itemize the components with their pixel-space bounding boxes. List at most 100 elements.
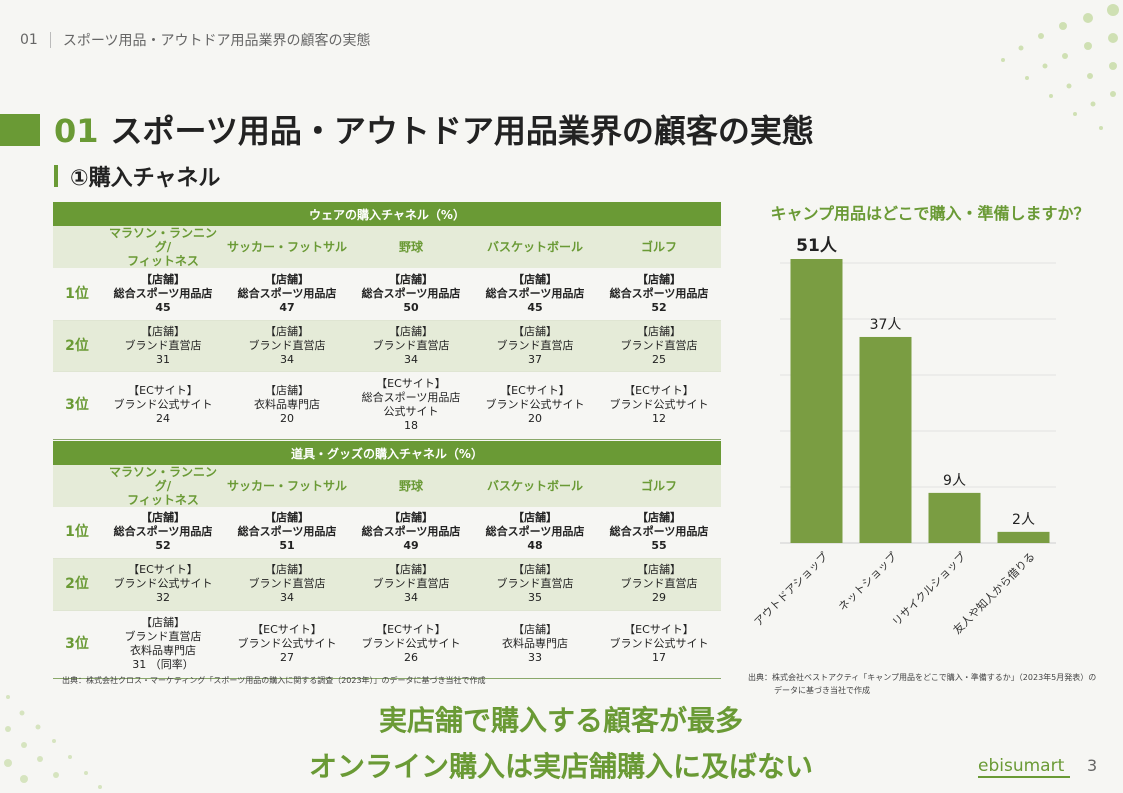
conclusion: 実店舗で購入する顧客が最多 オンライン購入は実店舗購入に及ばない	[200, 698, 922, 790]
channel-cell-line: 34	[280, 352, 294, 366]
column-header: サッカー・フットサル	[225, 465, 349, 507]
column-header-line: サッカー・フットサル	[226, 479, 347, 493]
channel-cell-line: 31 （同率）	[132, 658, 194, 671]
channel-cell: 【ECサイト】 総合スポーツ用品店 公式サイト 18	[349, 371, 473, 440]
channel-cell: 【ECサイト】 ブランド公式サイト 24	[101, 371, 225, 440]
channel-cell-line: 【店舗】	[513, 324, 557, 338]
channel-cell: 【店舗】 ブランド直営店 35	[473, 558, 597, 611]
column-header: バスケットボール	[473, 226, 597, 268]
section-number: 01	[20, 32, 38, 48]
channel-cell-line: 【ECサイト】	[128, 384, 198, 397]
channel-cell-line: ブランド直営店	[248, 577, 326, 590]
channel-cell-line: 【店舗】	[389, 272, 433, 286]
channel-cell-line: 34	[404, 352, 418, 366]
channel-cell-line: ブランド直営店	[124, 338, 202, 352]
channel-cell-line: 衣料品専門店	[254, 398, 320, 411]
conclusion-line: 実店舗で購入する顧客が最多	[378, 704, 743, 737]
channel-cell: 【店舗】 ブランド直営店 25	[597, 320, 721, 372]
channel-cell-line: 総合スポーツ用品店	[361, 525, 461, 539]
column-header-line: フィットネス	[127, 493, 199, 507]
channel-cell-line: 51	[279, 539, 295, 553]
channel-cell-line: 【ECサイト】	[376, 623, 446, 636]
channel-cell: 【店舗】 総合スポーツ用品店 45	[101, 268, 225, 321]
top-breadcrumb: 01 スポーツ用品・アウトドア用品業界の顧客の実態	[20, 30, 371, 50]
table-row: 3位 【ECサイト】 ブランド公式サイト 24 【店舗】 衣料品専門店 20 【ECサイト】総…	[53, 371, 721, 440]
section-subtitle: ①購入チャネル	[54, 160, 220, 192]
column-header: マラソン・ランニング/フィットネス	[101, 465, 225, 507]
rank-label: 2位	[53, 558, 101, 611]
channel-cell: 【店舗】 ブランド直営店 37	[473, 320, 597, 372]
channel-cell: 【店舗】 ブランド直営店 34	[225, 558, 349, 611]
column-header-line: フィットネス	[127, 254, 199, 268]
channel-cell-line: 47	[279, 300, 295, 314]
channel-cell: 【ECサイト】 ブランド公式サイト 26	[349, 610, 473, 679]
channel-cell-line: 17	[652, 651, 666, 664]
channel-cell: 【店舗】 総合スポーツ用品店 51	[225, 507, 349, 559]
channel-cell-line: 20	[528, 412, 542, 425]
channel-cell: 【店舗】 ブランド直営店 34	[349, 558, 473, 611]
bar	[928, 492, 981, 543]
page-title: 01 スポーツ用品・アウトドア用品業界の顧客の実態	[54, 106, 814, 152]
channel-cell-line: ブランド公式サイト	[361, 637, 461, 650]
column-header-line: ゴルフ	[640, 240, 677, 254]
channel-cell-line: 【ECサイト】	[252, 623, 322, 636]
rank-label: 2位	[53, 320, 101, 372]
channel-cell-line: 【店舗】	[637, 272, 681, 286]
channel-cell: 【店舗】 ブランド直営店 31	[101, 320, 225, 372]
table-row: 1位 【店舗】 総合スポーツ用品店 45 【店舗】 総合スポーツ用品店 47 【店舗】 総合スポ…	[53, 268, 721, 321]
channel-cell-line: 【店舗】	[141, 616, 185, 629]
channel-cell: 【ECサイト】 ブランド公式サイト 20	[473, 371, 597, 440]
channel-cell-line: 【店舗】	[265, 324, 309, 338]
channel-cell-line: ブランド直営店	[372, 577, 450, 590]
channel-cell-line: 【店舗】	[265, 272, 309, 286]
chart-title: キャンプ用品はどこで購入・準備しますか？	[770, 204, 1090, 223]
channel-cell-line: 【店舗】	[389, 511, 433, 525]
channel-cell-line: 【店舗】	[637, 324, 681, 338]
table-row: 3位 【店舗】 ブランド直営店 衣料品専門店 31 （同率） 【ECサイト】 ブランド公式サ…	[53, 610, 721, 679]
column-header-line: バスケットボール	[486, 240, 583, 254]
column-header: マラソン・ランニング/フィットネス	[101, 226, 225, 268]
rank-label: 1位	[53, 268, 101, 321]
column-header: 野球	[349, 226, 473, 268]
section-title: スポーツ用品・アウトドア用品業界の顧客の実態	[62, 33, 371, 49]
channel-cell-line: 衣料品専門店	[130, 644, 196, 657]
channel-cell-line: 【店舗】	[265, 563, 309, 576]
logo-underline	[978, 776, 1070, 778]
channel-cell-line: 20	[280, 412, 294, 425]
channel-cell-line: 26	[404, 651, 418, 664]
column-header: ゴルフ	[597, 465, 721, 507]
channel-cell-line: 12	[652, 412, 666, 425]
column-header-line: バスケットボール	[486, 479, 583, 493]
column-header-line: ゴルフ	[640, 479, 677, 493]
channel-cell-line: 【店舗】	[141, 511, 185, 525]
channel-cell-line: 52	[155, 539, 171, 553]
subtitle-accent-bar	[54, 165, 58, 187]
table-title: 道具・グッズの購入チャネル（%）	[53, 441, 721, 465]
channel-cell-line: 衣料品専門店	[502, 637, 568, 650]
channel-cell-line: ブランド公式サイト	[609, 398, 709, 411]
data-label: 51人	[796, 236, 838, 256]
channel-cell-line: ブランド直営店	[124, 630, 202, 643]
wear-channel-table: ウェアの購入チャネル（%） マラソン・ランニング/フィットネス サッカー・フットサル…	[53, 202, 721, 440]
channel-cell-line: ブランド直営店	[372, 338, 450, 352]
channel-cell-line: 【ECサイト】	[624, 623, 694, 636]
column-header-line: 野球	[398, 479, 423, 493]
channel-cell-line: 27	[280, 651, 294, 664]
channel-cell-line: ブランド公式サイト	[237, 637, 337, 650]
channel-cell: 【店舗】 ブランド直営店 34	[225, 320, 349, 372]
channel-cell: 【店舗】 総合スポーツ用品店 48	[473, 507, 597, 559]
bar	[790, 259, 843, 543]
table-header-row: マラソン・ランニング/フィットネス サッカー・フットサル 野球 バスケットボール ゴルフ	[53, 465, 721, 507]
bar	[997, 531, 1050, 543]
column-header: 野球	[349, 465, 473, 507]
channel-cell-line: 総合スポーツ用品店	[237, 525, 337, 539]
channel-cell: 【ECサイト】 ブランド公式サイト 12	[597, 371, 721, 440]
channel-cell-line: 50	[403, 300, 419, 314]
channel-cell-line: 総合スポーツ用品店	[485, 286, 585, 300]
channel-cell-line: 34	[404, 591, 418, 604]
channel-cell: 【ECサイト】 ブランド公式サイト 27	[225, 610, 349, 679]
channel-cell-line: 【店舗】	[265, 384, 309, 397]
table-title: ウェアの購入チャネル（%）	[53, 202, 721, 226]
channel-cell-line: ブランド直営店	[620, 577, 698, 590]
column-header-line: サッカー・フットサル	[226, 240, 347, 254]
